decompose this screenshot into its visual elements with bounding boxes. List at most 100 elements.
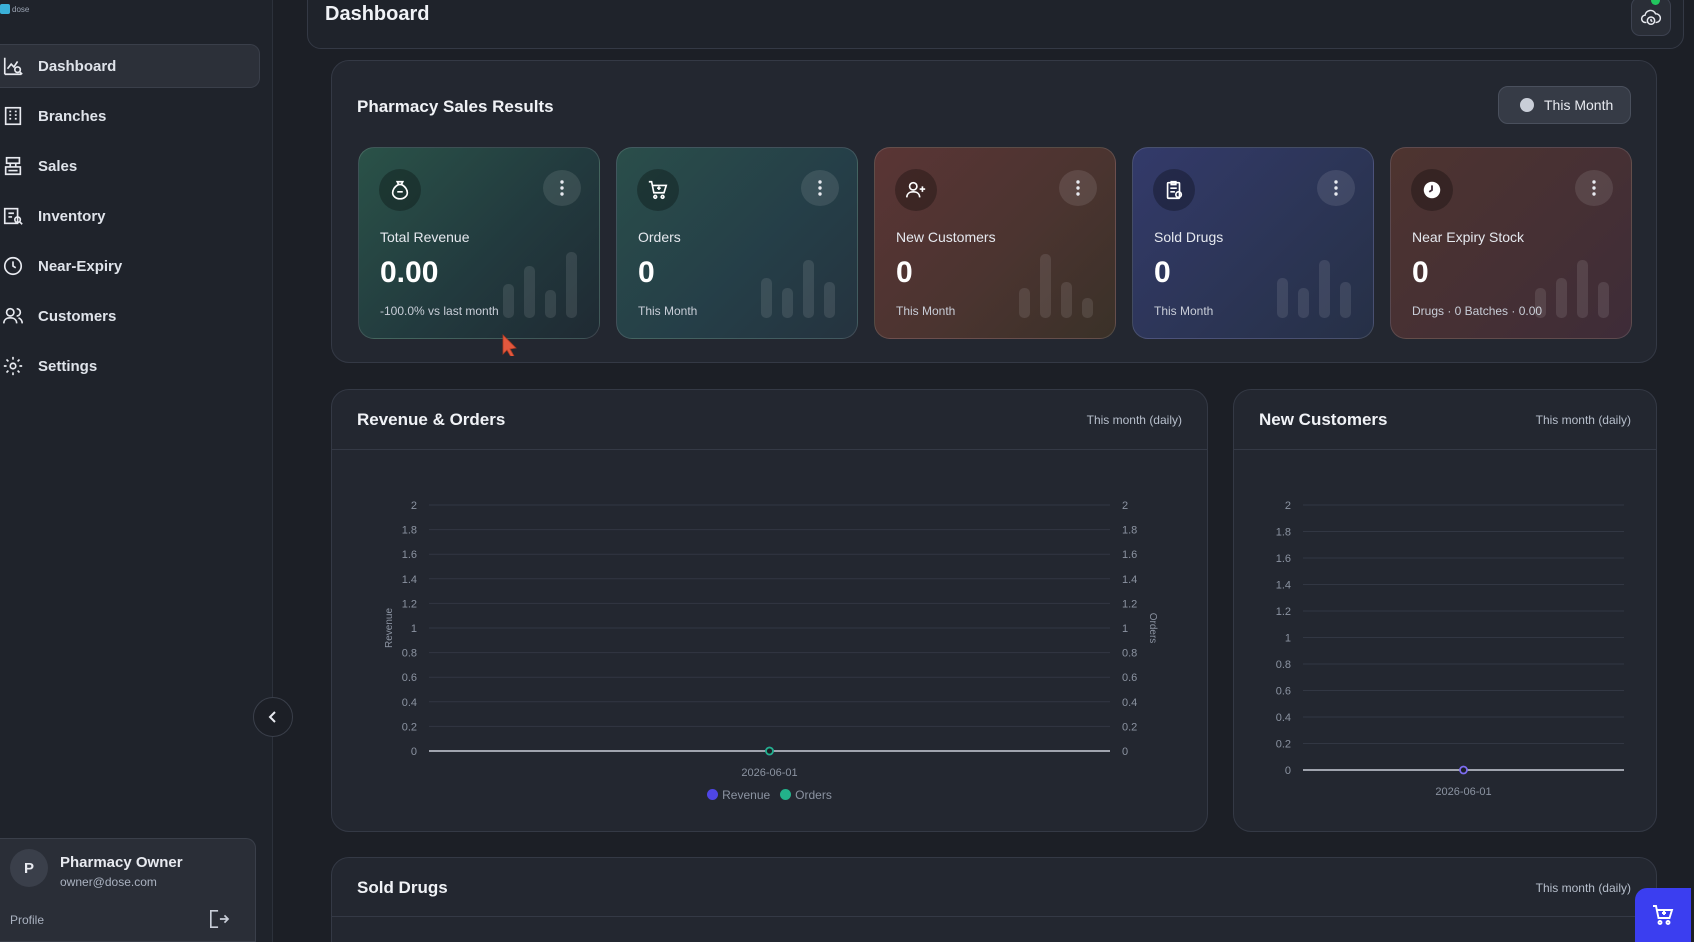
sidebar-item-label: Sales bbox=[38, 157, 78, 175]
sidebar-item-label: Inventory bbox=[38, 207, 106, 225]
y-tick-label: 0.2 bbox=[1276, 739, 1291, 751]
legend-swatch-orders bbox=[780, 789, 792, 800]
decorative-bars bbox=[761, 260, 835, 318]
chart-search-icon bbox=[3, 57, 23, 76]
logout-icon[interactable] bbox=[208, 909, 230, 929]
y-tick-label: 1.2 bbox=[402, 598, 417, 610]
legend-label: Orders bbox=[795, 788, 832, 802]
legend-item-revenue[interactable]: Revenue bbox=[707, 788, 770, 802]
card-subtext: This Month bbox=[896, 304, 956, 318]
cart-icon bbox=[1653, 905, 1674, 925]
chevron-left-icon bbox=[268, 711, 276, 723]
logo-text: dose bbox=[12, 4, 30, 14]
sidebar-item-branches[interactable]: Branches bbox=[0, 94, 260, 138]
logo-mark-icon bbox=[0, 4, 10, 14]
revenue-orders-title: Revenue & Orders bbox=[357, 410, 506, 429]
card-menu-button[interactable] bbox=[1059, 170, 1097, 206]
period-filter-button[interactable]: This Month bbox=[1498, 86, 1631, 124]
sync-button[interactable] bbox=[1631, 0, 1671, 36]
y2-tick-label: 1.6 bbox=[1122, 549, 1137, 561]
data-point bbox=[765, 746, 774, 756]
x-tick-label: 2026-06-01 bbox=[1435, 786, 1491, 798]
legend-item-orders[interactable]: Orders bbox=[780, 788, 832, 802]
chart-legend: Revenue Orders bbox=[332, 788, 1207, 802]
sales-results-title: Pharmacy Sales Results bbox=[357, 97, 554, 116]
profile-link[interactable]: Profile bbox=[10, 913, 45, 927]
mouse-cursor-icon bbox=[502, 334, 517, 356]
y-tick-label: 1 bbox=[1285, 633, 1291, 645]
legend-swatch-revenue bbox=[707, 789, 719, 800]
y2-tick-label: 1.2 bbox=[1122, 598, 1137, 610]
gear-icon bbox=[3, 356, 23, 376]
y2-tick-label: 0.6 bbox=[1122, 672, 1137, 684]
more-vertical-icon bbox=[1076, 180, 1080, 196]
decorative-bars bbox=[1019, 254, 1093, 318]
building-icon bbox=[4, 106, 22, 126]
y2-tick-label: 1.8 bbox=[1122, 525, 1137, 537]
sidebar-item-sales[interactable]: Sales bbox=[0, 144, 260, 188]
sidebar-item-label: Dashboard bbox=[38, 57, 117, 75]
y-tick-label: 1.8 bbox=[1276, 527, 1291, 539]
sidebar-item-settings[interactable]: Settings bbox=[0, 344, 260, 388]
stat-card-near-expiry-stock[interactable]: Near Expiry Stock 0 Drugs · 0 Batches · … bbox=[1390, 147, 1632, 339]
card-value: 0 bbox=[1154, 256, 1171, 289]
card-label: Near Expiry Stock bbox=[1412, 229, 1525, 245]
sidebar-item-label: Branches bbox=[38, 107, 107, 125]
more-vertical-icon bbox=[560, 180, 564, 196]
y-tick-label: 2 bbox=[411, 500, 417, 512]
decorative-bars bbox=[503, 252, 577, 318]
new-customers-panel: New Customers This month (daily) 0 0.2 0.4… bbox=[1233, 389, 1657, 832]
sidebar-item-dashboard[interactable]: Dashboard bbox=[0, 44, 260, 88]
top-header: Dashboard bbox=[307, 0, 1684, 49]
more-vertical-icon bbox=[818, 180, 822, 196]
card-subtext: Drugs · 0 Batches · 0.00 bbox=[1412, 304, 1543, 318]
stat-card-total-revenue[interactable]: Total Revenue 0.00 -100.0% vs last month bbox=[358, 147, 600, 339]
clock-icon bbox=[1411, 169, 1453, 211]
sync-status-dot bbox=[1651, 0, 1660, 5]
data-point bbox=[1459, 765, 1468, 775]
sidebar-nav: Dashboard Branches Sales Inventory Near-… bbox=[0, 44, 260, 394]
y-tick-label: 0 bbox=[411, 746, 417, 758]
y-axis-title: Revenue bbox=[384, 608, 395, 648]
y2-tick-label: 0.2 bbox=[1122, 721, 1137, 733]
app-logo[interactable]: dose bbox=[0, 4, 29, 14]
revenue-orders-period: This month (daily) bbox=[1086, 413, 1182, 427]
profile-card[interactable]: P Pharmacy Owner owner@dose.com Profile bbox=[0, 838, 256, 942]
cart-fab-button[interactable] bbox=[1635, 888, 1691, 942]
y-tick-label: 2 bbox=[1285, 500, 1291, 512]
card-menu-button[interactable] bbox=[801, 170, 839, 206]
card-menu-button[interactable] bbox=[1575, 170, 1613, 206]
revenue-orders-panel: Revenue & Orders This month (daily) 0 0 0.… bbox=[331, 389, 1208, 832]
page-title: Dashboard bbox=[325, 3, 430, 25]
sidebar-item-label: Customers bbox=[38, 307, 117, 325]
card-subtext: This Month bbox=[1154, 304, 1214, 318]
y2-tick-label: 2 bbox=[1122, 500, 1128, 512]
y-tick-label: 0.4 bbox=[402, 697, 417, 709]
period-dot-icon bbox=[1520, 98, 1534, 112]
stat-card-new-customers[interactable]: New Customers 0 This Month bbox=[874, 147, 1116, 339]
card-menu-button[interactable] bbox=[543, 170, 581, 206]
user-add-icon bbox=[895, 169, 937, 211]
users-icon bbox=[3, 307, 23, 324]
cart-icon bbox=[637, 169, 679, 211]
y-tick-label: 0 bbox=[1285, 765, 1291, 777]
decorative-bars bbox=[1277, 260, 1351, 318]
sidebar-item-inventory[interactable]: Inventory bbox=[0, 194, 260, 238]
sold-drugs-panel: Sold Drugs This month (daily) bbox=[331, 857, 1657, 942]
sidebar-item-customers[interactable]: Customers bbox=[0, 294, 260, 338]
period-label: This Month bbox=[1544, 97, 1614, 113]
stat-card-orders[interactable]: Orders 0 This Month bbox=[616, 147, 858, 339]
divider bbox=[332, 449, 1207, 450]
card-label: Total Revenue bbox=[380, 229, 470, 245]
y-tick-label: 1.4 bbox=[402, 574, 417, 586]
y2-axis-title: Orders bbox=[1147, 613, 1158, 644]
card-menu-button[interactable] bbox=[1317, 170, 1355, 206]
sidebar-item-near-expiry[interactable]: Near-Expiry bbox=[0, 244, 260, 288]
new-customers-chart: 0 0.2 0.4 0.6 0.8 1 1.2 1.4 1.6 1.8 2 2026-06-01 bbox=[1276, 500, 1624, 798]
money-bag-icon bbox=[379, 169, 421, 211]
card-value: 0 bbox=[896, 256, 913, 289]
collapse-sidebar-button[interactable] bbox=[253, 697, 293, 737]
y-tick-label: 1.4 bbox=[1276, 580, 1291, 592]
stat-card-sold-drugs[interactable]: Sold Drugs 0 This Month bbox=[1132, 147, 1374, 339]
card-label: Sold Drugs bbox=[1154, 229, 1224, 245]
